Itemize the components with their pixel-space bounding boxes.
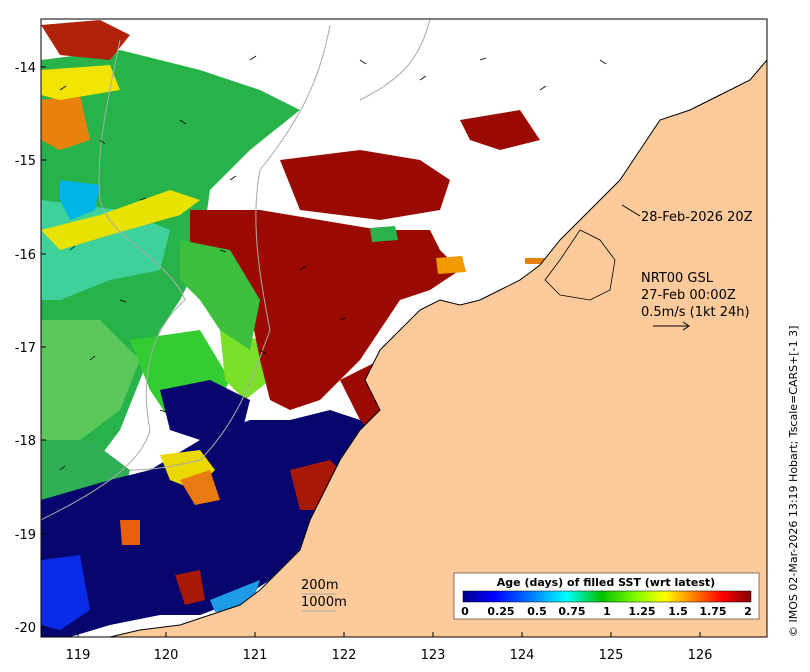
colorbar-tick-label: 1.5 (668, 605, 688, 618)
timestamp-pointer (621, 204, 641, 217)
y-tick-label: -16 (15, 248, 36, 263)
isobath-contours (41, 19, 431, 521)
colorbar-tick-label: 1 (603, 605, 611, 618)
x-tick-label: 122 (332, 648, 357, 663)
current-info-line1: NRT00 GSL (641, 271, 714, 286)
colorbar-bar (462, 590, 752, 603)
blue-strip (41, 555, 90, 630)
x-tick-label: 123 (421, 648, 446, 663)
y-tick-label: -18 (15, 434, 36, 449)
brown-patch-nw (41, 20, 130, 60)
y-tick-labels: -14 -15 -16 -17 -18 -19 -20 (15, 61, 36, 636)
x-tick-label: 120 (154, 648, 179, 663)
current-info-line3: 0.5m/s (1kt 24h) (641, 305, 750, 320)
timestamp-label: 28-Feb-2026 20Z (641, 210, 753, 225)
credit-text: © IMOS 02-Mar-2026 13:19 Hobart; Tscale=… (787, 326, 800, 637)
isobath-1000m (41, 39, 186, 521)
dark-blue-south (41, 410, 380, 637)
isobath-north (359, 19, 431, 101)
dark-red-upper (280, 150, 450, 220)
contour-legend-200m: 200m (301, 578, 338, 593)
x-tick-label: 126 (688, 648, 713, 663)
scale-arrow-icon (653, 321, 690, 331)
land (109, 59, 767, 637)
y-ticks (41, 66, 46, 628)
contour-legend-1000m: 1000m (301, 595, 347, 610)
yellow-band (41, 190, 200, 250)
colorbar-tick-label: 0 (461, 605, 469, 618)
red-patch-ne (460, 110, 540, 150)
x-tick-label: 125 (599, 648, 624, 663)
colorbar-tick-label: 0.25 (487, 605, 514, 618)
orange-patch-ne (436, 256, 466, 274)
y-tick-label: -14 (15, 61, 36, 76)
colorbar-tick-label: 2 (744, 605, 752, 618)
plot-area (41, 19, 767, 637)
green-patch-ne (370, 226, 398, 242)
cyan-patch (60, 180, 100, 220)
colorbar-title: Age (days) of filled SST (wrt latest) (497, 576, 715, 589)
y-tick-label: -17 (15, 341, 36, 356)
x-tick-label: 119 (66, 648, 91, 663)
dark-red-central (190, 210, 460, 410)
isobath-200m (129, 24, 331, 471)
colorbar: Age (days) of filled SST (wrt latest) 0 … (453, 572, 760, 620)
y-tick-label: -20 (15, 621, 36, 636)
green-inner (180, 240, 260, 350)
plot-frame (40, 18, 768, 638)
current-info-line2: 27-Feb 00:00Z (641, 288, 736, 303)
orange-patch-nw (41, 95, 90, 150)
peninsula-detail (544, 229, 616, 301)
colorbar-tick-label: 1.75 (699, 605, 726, 618)
colorbar-tick-label: 0.5 (527, 605, 547, 618)
x-tick-label: 121 (243, 648, 268, 663)
current-vectors (59, 55, 607, 471)
x-tick-labels: 119 120 121 122 123 124 125 126 (66, 648, 713, 663)
orange-south-patch (180, 470, 220, 505)
x-tick-label: 124 (510, 648, 535, 663)
x-ticks (77, 632, 701, 637)
y-tick-label: -19 (15, 528, 36, 543)
y-tick-label: -15 (15, 154, 36, 169)
red-small-south (175, 570, 205, 605)
orange-blob (120, 520, 140, 545)
yellow-patch-nw (41, 65, 120, 100)
sst-age-field (41, 20, 575, 637)
light-green-patch (41, 320, 140, 440)
land-mass (109, 59, 767, 637)
colorbar-tick-label: 1.25 (628, 605, 655, 618)
colorbar-tick-label: 0.75 (558, 605, 585, 618)
